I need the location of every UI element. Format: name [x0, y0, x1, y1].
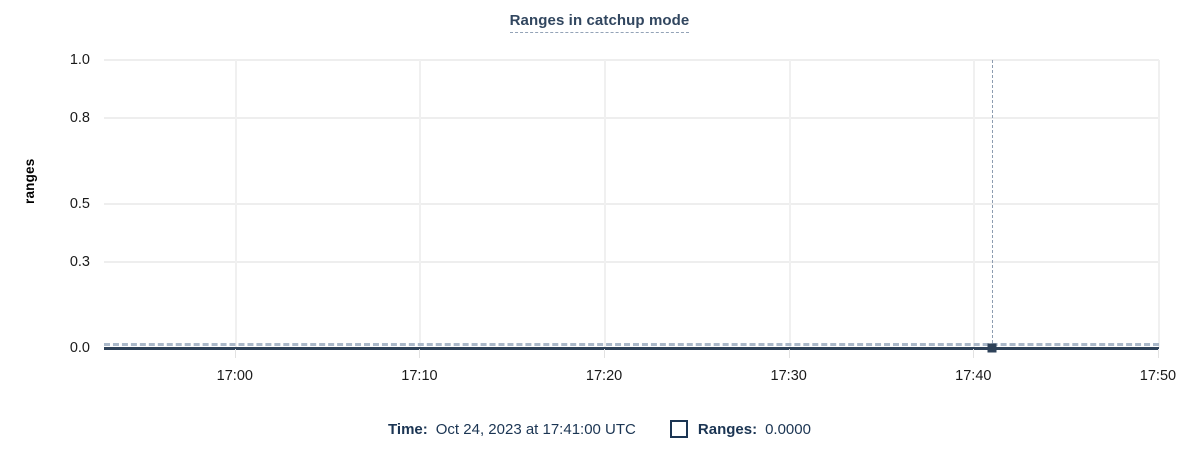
crosshair-vertical-line [991, 60, 993, 348]
gridline-vertical [1157, 60, 1160, 348]
y-axis-tick-label: 0.8 [69, 109, 90, 126]
gridline-vertical [419, 60, 422, 348]
y-axis-tick-label: 0.0 [69, 340, 90, 356]
tooltip-series-value: 0.0000 [765, 420, 811, 438]
x-axis-tick-label: 17:20 [585, 368, 623, 384]
gridline-horizontal [104, 260, 1159, 263]
gridline-vertical [788, 60, 791, 348]
y-axis-tick-label: 1.0 [69, 52, 90, 68]
x-axis-tick-label: 17:50 [1139, 368, 1177, 384]
x-axis-tick-mark [604, 349, 606, 358]
tooltip-legend-row: Time: Oct 24, 2023 at 17:41:00 UTC Range… [0, 420, 1199, 438]
x-axis-tick-mark [234, 349, 236, 358]
chart-title: Ranges in catchup mode [0, 12, 1199, 33]
gridline-vertical [234, 60, 237, 348]
tooltip-series-key: Ranges: [697, 420, 758, 438]
series-ranges-dashed [104, 343, 1159, 346]
y-axis-tick-label: 0.3 [69, 253, 90, 270]
x-axis-tick-mark [419, 349, 421, 358]
y-axis-tick-label: 0.5 [69, 196, 90, 212]
x-axis-tick-label: 17:10 [401, 368, 438, 384]
x-axis-tick-label: 17:30 [770, 368, 807, 384]
y-axis-tick-labels: 1.0 0.8 0.5 0.3 0.0 [48, 52, 90, 356]
tooltip-time-key: Time: [388, 420, 428, 438]
x-axis-tick-mark [973, 349, 975, 358]
x-axis-tick-labels: 17:00 17:10 17:20 17:30 17:40 17:50 [104, 368, 1176, 390]
x-axis-tick-mark [1157, 349, 1159, 358]
gridline-horizontal [104, 116, 1159, 119]
hover-point-marker [987, 343, 997, 353]
plot-area[interactable] [104, 59, 1160, 353]
gridline-horizontal [104, 59, 1159, 61]
tooltip-time-value: Oct 24, 2023 at 17:41:00 UTC [435, 420, 636, 438]
gridline-vertical [973, 60, 976, 348]
tooltip-series-group[interactable]: Ranges: 0.0000 [669, 420, 811, 438]
x-axis-tick-label: 17:00 [216, 368, 253, 384]
x-axis-tick-mark [788, 349, 790, 358]
tooltip-time-group: Time: Oct 24, 2023 at 17:41:00 UTC [388, 421, 636, 438]
x-axis-tick-label: 17:40 [955, 368, 992, 384]
legend-swatch-icon[interactable] [669, 420, 688, 438]
gridline-vertical [604, 60, 607, 348]
y-axis-title: ranges [22, 158, 37, 204]
chart-title-text: Ranges in catchup mode [509, 12, 690, 33]
series-ranges-solid [104, 347, 1159, 350]
gridline-horizontal [104, 203, 1159, 205]
